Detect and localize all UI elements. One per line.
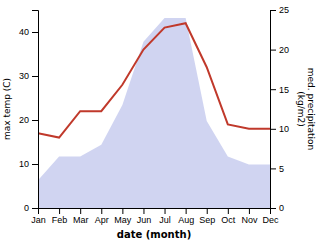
tick-label: 25 — [279, 5, 289, 15]
tick: Jul — [159, 208, 171, 225]
tick: 25 — [270, 5, 289, 15]
tick-label: Nov — [241, 215, 258, 225]
tick-label: Dec — [262, 215, 279, 225]
tick-mark — [270, 89, 276, 90]
tick-mark — [270, 10, 276, 11]
tick-label: Feb — [52, 215, 68, 225]
tick: 30 — [19, 71, 38, 81]
tick-label: 5 — [279, 164, 284, 174]
axis-line — [32, 11, 39, 209]
line — [38, 23, 270, 137]
tick-mark — [101, 208, 102, 214]
tick-mark — [80, 208, 81, 214]
area — [38, 18, 270, 208]
tick: Feb — [52, 208, 68, 225]
tick-label: 0 — [24, 203, 29, 213]
tick: Mar — [73, 208, 89, 225]
tick-label: 40 — [19, 27, 29, 37]
tick: Sep — [199, 208, 215, 225]
y2-axis-title-line: (kg/m2) — [296, 91, 306, 126]
tick-mark — [270, 129, 276, 130]
tick-mark — [270, 50, 276, 51]
tick-mark — [32, 208, 38, 209]
tick: Jun — [137, 208, 152, 225]
y-axis: 0 10 20 30 40 — [19, 11, 39, 214]
tick-label: Jun — [137, 215, 152, 225]
tick: 10 — [270, 124, 289, 134]
tick-mark — [32, 164, 38, 165]
tick-label: 15 — [279, 85, 289, 95]
tick: Apr — [95, 208, 109, 225]
x-axis-title: date (month) — [117, 229, 191, 240]
tick-label: 30 — [19, 71, 29, 81]
tick: May — [114, 208, 132, 225]
tick-label: 20 — [19, 115, 29, 125]
tick: 10 — [19, 159, 38, 169]
tick-label: Jul — [159, 215, 171, 225]
tick-label: Oct — [221, 215, 236, 225]
tick: 5 — [270, 164, 284, 174]
tick-label: Aug — [178, 215, 194, 225]
tick: 20 — [19, 115, 38, 125]
tick: Jan — [31, 208, 46, 225]
y2-axis: 0 5 10 15 20 25 — [270, 5, 289, 213]
tick-label: Apr — [95, 215, 109, 225]
tick-mark — [143, 208, 144, 214]
tick: 40 — [19, 27, 38, 37]
tick: 0 — [270, 203, 284, 213]
tick: Aug — [178, 208, 194, 225]
tick: Dec — [262, 208, 279, 225]
tick-mark — [228, 208, 229, 214]
tick-mark — [270, 208, 276, 209]
tick: 0 — [24, 203, 38, 213]
marks — [38, 18, 270, 208]
tick-label: 20 — [279, 45, 289, 55]
axis-line — [39, 209, 271, 215]
tick-label: 10 — [19, 159, 29, 169]
plot: JanFebMarAprMayJunJulAugSepOctNovDec0102… — [19, 5, 289, 225]
tick-label: 10 — [279, 124, 289, 134]
tick-mark — [270, 168, 276, 169]
x-axis: Jan Feb Mar Apr May Jun Jul Aug Sep Oct Nov Dec — [31, 208, 279, 225]
y2-axis-title-line: med. precipitation — [306, 68, 316, 150]
tick-label: Sep — [199, 215, 215, 225]
tick-label: 0 — [279, 203, 284, 213]
chart: JanFebMarAprMayJunJulAugSepOctNovDec0102… — [0, 0, 318, 242]
axis-line — [271, 11, 277, 209]
tick-mark — [32, 32, 38, 33]
tick: 20 — [270, 45, 289, 55]
y2-axis-title: med. precipitation(kg/m2) — [296, 68, 316, 150]
tick-mark — [32, 76, 38, 77]
tick-mark — [32, 120, 38, 121]
tick-mark — [186, 208, 187, 214]
tick-label: Jan — [31, 215, 46, 225]
tick-mark — [59, 208, 60, 214]
tick-mark — [165, 208, 166, 214]
tick: Nov — [241, 208, 258, 225]
tick: 15 — [270, 85, 289, 95]
tick-mark — [122, 208, 123, 214]
tick-label: May — [114, 215, 132, 225]
tick-mark — [249, 208, 250, 214]
tick-label: Mar — [73, 215, 89, 225]
tick-mark — [207, 208, 208, 214]
tick: Oct — [221, 208, 236, 225]
y-axis-title: max temp (C) — [2, 78, 12, 140]
